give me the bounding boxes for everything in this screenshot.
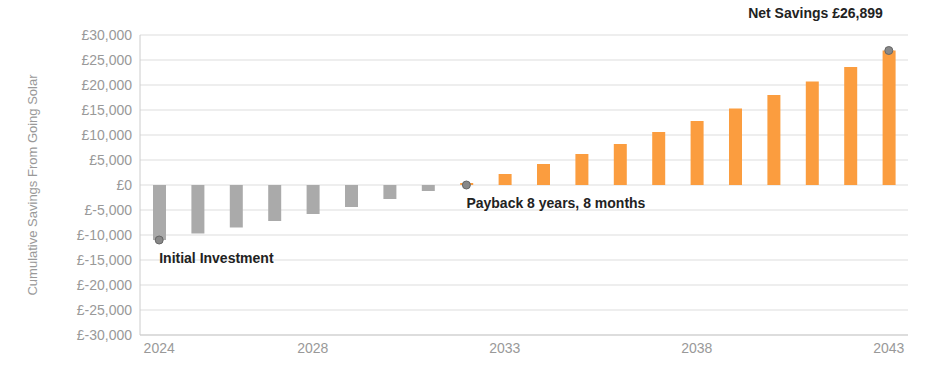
svg-text:£-30,000: £-30,000 [77,327,132,343]
svg-text:2033: 2033 [489,340,520,356]
svg-text:£30,000: £30,000 [81,27,132,43]
svg-text:£25,000: £25,000 [81,52,132,68]
svg-text:£-5,000: £-5,000 [85,202,133,218]
svg-text:Initial Investment: Initial Investment [159,250,274,266]
svg-text:2043: 2043 [873,340,904,356]
svg-text:Payback 8 years, 8 months: Payback 8 years, 8 months [466,195,645,211]
svg-text:2028: 2028 [297,340,328,356]
svg-text:Cumulative Savings From Going: Cumulative Savings From Going Solar [25,74,40,296]
svg-text:£15,000: £15,000 [81,102,132,118]
svg-text:Net Savings £26,899: Net Savings £26,899 [748,5,883,21]
svg-text:£-25,000: £-25,000 [77,302,132,318]
svg-text:2024: 2024 [144,340,175,356]
svg-text:£20,000: £20,000 [81,77,132,93]
svg-text:£0: £0 [116,177,132,193]
svg-text:£-10,000: £-10,000 [77,227,132,243]
svg-text:£-15,000: £-15,000 [77,252,132,268]
svg-text:2038: 2038 [681,340,712,356]
svg-text:£-20,000: £-20,000 [77,277,132,293]
svg-text:£5,000: £5,000 [89,152,132,168]
svg-text:£10,000: £10,000 [81,127,132,143]
